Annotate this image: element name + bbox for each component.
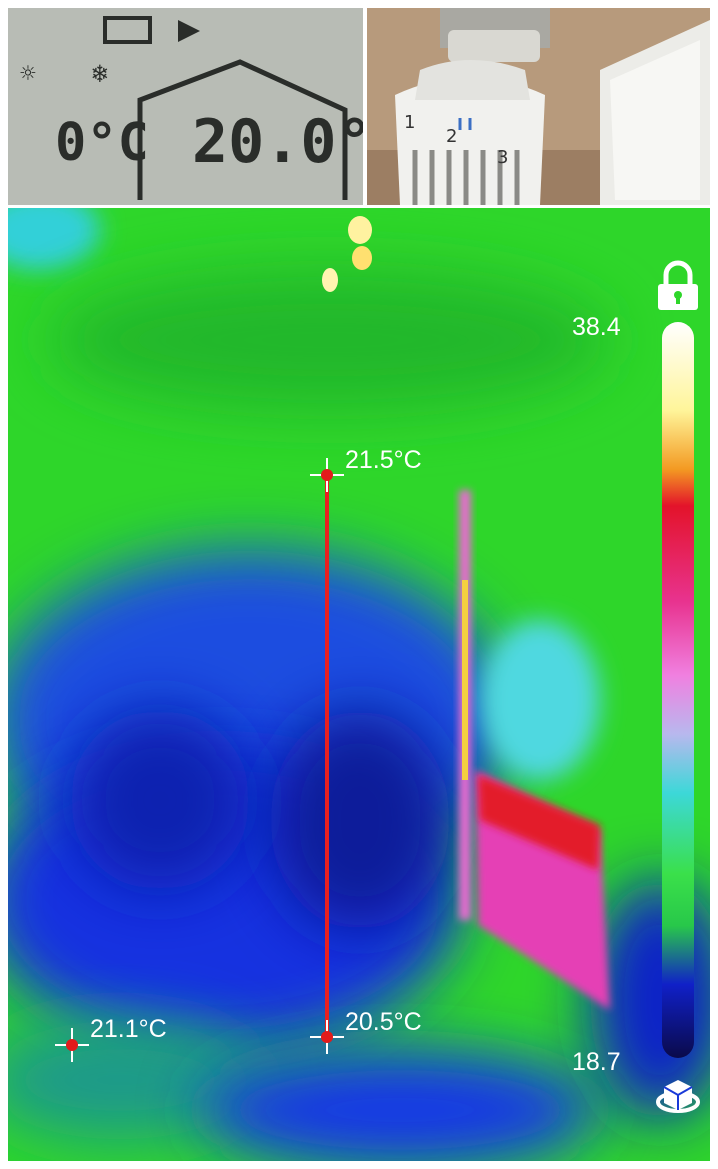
screen: ☼ ❄ 0°C 20.0°C 1 2 3 xyxy=(0,0,718,1169)
dial-number: 2 xyxy=(446,126,457,147)
measurement-label: 21.1°C xyxy=(90,1015,167,1043)
scale-max: 38.4 xyxy=(572,313,621,341)
lcd-outdoor: 0°C xyxy=(55,113,149,173)
thermostat-photo: ☼ ❄ 0°C 20.0°C xyxy=(8,8,409,205)
scale-min: 18.7 xyxy=(572,1048,621,1076)
dial-number: 1 xyxy=(404,112,415,133)
measurement-label: 21.5°C xyxy=(345,446,422,474)
marker-dot xyxy=(66,1039,78,1051)
dial-number: 3 xyxy=(497,147,508,168)
measurement-label: 20.5°C xyxy=(345,1008,422,1036)
valve-photo: 1 2 3 xyxy=(367,8,710,205)
marker-dot xyxy=(321,469,333,481)
marker-dot xyxy=(321,1031,333,1043)
color-scale xyxy=(662,322,694,1058)
svg-text:☼: ☼ xyxy=(20,59,36,89)
svg-text:❄: ❄ xyxy=(92,59,108,89)
